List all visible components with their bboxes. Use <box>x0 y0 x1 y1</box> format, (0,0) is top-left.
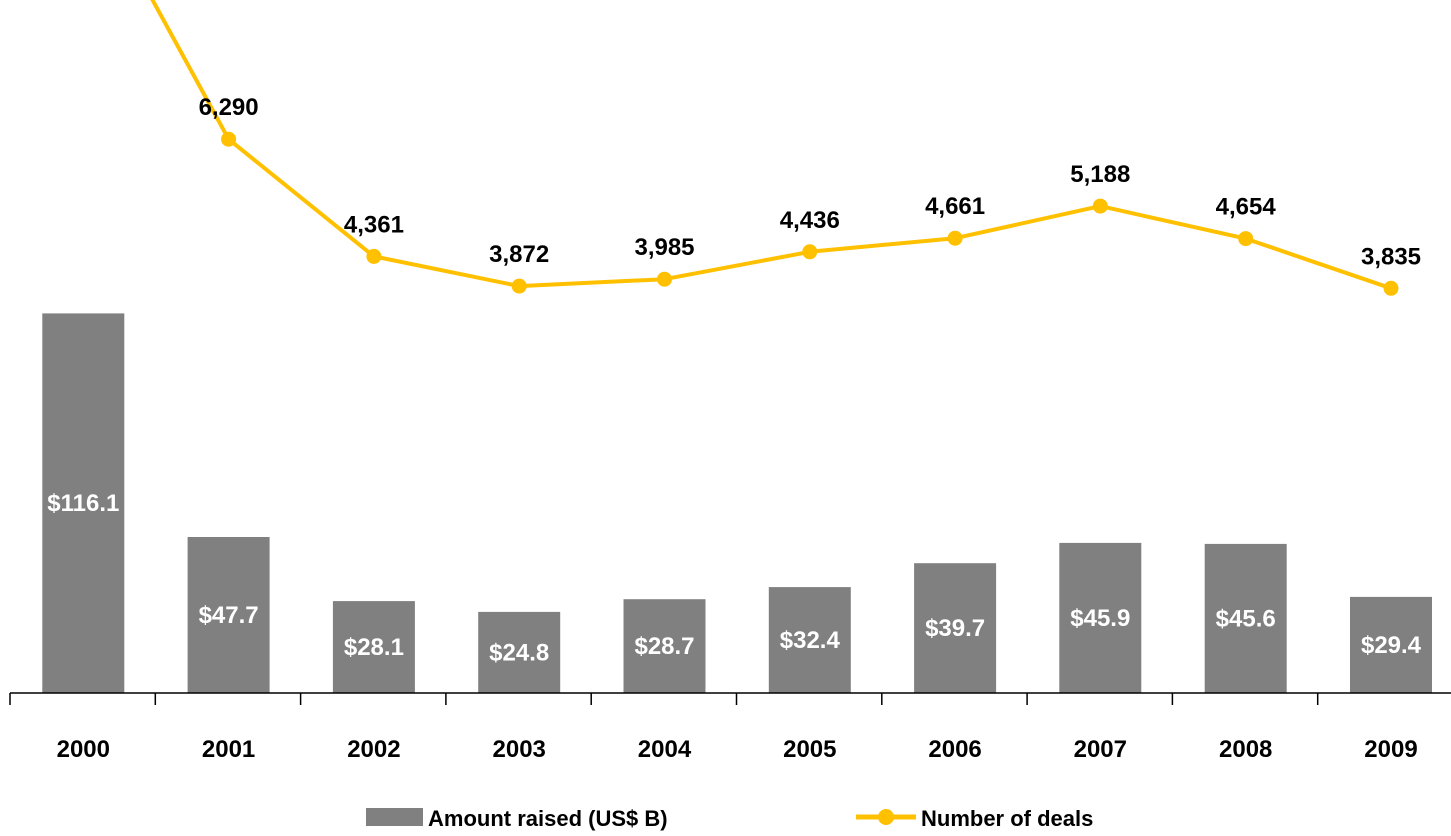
bar-2003 <box>478 611 561 693</box>
legend-swatch-amount <box>366 808 423 826</box>
bar-label-2007: $45.9 <box>1070 605 1130 632</box>
x-tick-label-2003: 2003 <box>493 736 546 763</box>
deals-point-2008 <box>1238 231 1254 247</box>
bar-label-2004: $28.7 <box>634 633 694 660</box>
deals-point-2007 <box>1092 198 1108 214</box>
deals-label-2006: 4,661 <box>925 193 985 220</box>
deals-point-2004 <box>657 271 672 287</box>
x-tick-label-2000: 2000 <box>57 736 110 763</box>
bar-label-2009: $29.4 <box>1361 632 1422 659</box>
x-tick-label-2001: 2001 <box>202 736 255 763</box>
bar-2009 <box>1350 596 1432 693</box>
deals-label-2004: 3,985 <box>634 234 694 261</box>
deals-label-2003: 3,872 <box>489 241 549 268</box>
bar-series <box>42 313 1432 693</box>
deals-label-2008: 4,654 <box>1216 194 1277 221</box>
deals-label-2007: 5,188 <box>1070 161 1130 188</box>
x-tick-label-2005: 2005 <box>783 736 836 763</box>
x-tick-label-2008: 2008 <box>1219 736 1272 763</box>
deals-point-2009 <box>1383 280 1399 296</box>
deals-point-2005 <box>802 244 818 260</box>
legend-label-deals: Number of deals <box>921 806 1093 831</box>
bar-label-2001: $47.7 <box>199 602 259 629</box>
bar-label-2006: $39.7 <box>925 615 985 642</box>
x-axis: 2000 2001 2002 2003 2004 2005 2006 2007 2008 2009 <box>9 692 1451 763</box>
deals-value-labels: 10,6676,2904,3613,8723,9854,4364,6615,18… <box>199 94 1421 270</box>
x-tick-label-2002: 2002 <box>347 736 400 763</box>
legend-label-amount: Amount raised (US$ B) <box>428 806 668 831</box>
bar-2005 <box>768 587 851 693</box>
legend-swatch-deals-marker <box>878 809 894 825</box>
bar-2002 <box>332 601 415 693</box>
bar-label-2008: $45.6 <box>1216 605 1276 632</box>
x-tick-label-2009: 2009 <box>1364 736 1417 763</box>
legend: Amount raised (US$ B) Number of deals <box>366 806 1093 831</box>
deals-point-2006 <box>947 230 963 246</box>
deals-line-series <box>150 0 1399 296</box>
bar-2000 <box>42 313 125 693</box>
bar-value-labels: $116.1 $47.7 $28.1 $24.8 $28.7 $32.4 $39.7 $45.… <box>47 490 1421 666</box>
deals-line <box>150 0 1392 291</box>
deals-point-2001 <box>221 131 237 147</box>
deals-label-2009: 3,835 <box>1361 243 1421 270</box>
bar-2001 <box>187 537 270 693</box>
bar-2004 <box>623 599 706 693</box>
deals-label-2002: 4,361 <box>344 211 404 238</box>
deals-point-2003 <box>511 278 527 294</box>
deals-label-2005: 4,436 <box>780 207 840 234</box>
x-tick-label-2007: 2007 <box>1074 736 1127 763</box>
deals-point-2002 <box>366 248 382 264</box>
x-tick-label-2004: 2004 <box>638 736 692 763</box>
bar-label-2003: $24.8 <box>489 640 549 667</box>
bar-label-2002: $28.1 <box>344 634 404 661</box>
bar-2006 <box>914 563 997 693</box>
deals-label-2001: 6,290 <box>199 94 259 121</box>
bar-2008 <box>1204 543 1287 693</box>
bar-label-2005: $32.4 <box>780 627 841 654</box>
bar-label-2000: $116.1 <box>47 490 119 517</box>
x-tick-label-2006: 2006 <box>928 736 981 763</box>
bar-2007 <box>1059 542 1142 693</box>
